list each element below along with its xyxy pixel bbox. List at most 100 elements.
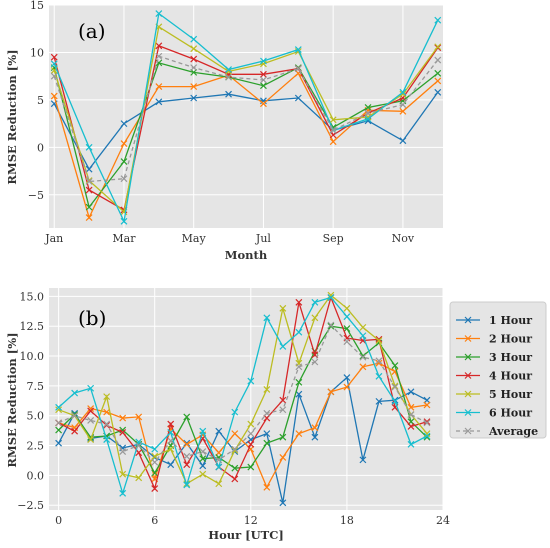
panel-b-data-point xyxy=(343,338,351,346)
panel-a-plot-area xyxy=(49,5,443,228)
panel-b-data-point xyxy=(391,397,399,405)
panel-b-data-point xyxy=(263,314,271,322)
panel-b-data-point xyxy=(359,352,367,360)
panel-b-data-point xyxy=(375,337,383,344)
panel-a-series-line-average xyxy=(53,55,439,183)
panel-a-data-point xyxy=(50,72,58,80)
panel-b-data-point xyxy=(87,436,95,444)
panel-b-data-point xyxy=(359,332,367,340)
panel-a-data-point xyxy=(399,88,407,96)
panel-b-gridlines xyxy=(49,288,444,510)
panel-b-data-point xyxy=(423,432,431,440)
panel-b-series-line-6-hour xyxy=(58,296,428,496)
panel-a-data-point xyxy=(260,82,267,90)
panel-b-data-point xyxy=(71,389,79,397)
panel-a-ytick-label: 5 xyxy=(37,94,44,107)
legend-label-1-hour: 1 Hour xyxy=(489,314,532,327)
legend-marker-average xyxy=(464,427,472,435)
panel-b-data-point xyxy=(103,436,111,444)
panel-b-ytick-label: 2.5 xyxy=(27,440,45,453)
panel-a-data-point xyxy=(434,43,442,51)
panel-b-data-point xyxy=(215,480,223,488)
panel-a-ytick-label: 15 xyxy=(30,0,44,12)
panel-a-series-line-1-hour xyxy=(53,91,439,171)
panel-a-series-6-hour xyxy=(50,10,442,225)
legend-marker-2-hour xyxy=(464,335,472,342)
panel-a-xtick-label: Sep xyxy=(323,232,344,245)
panel-b-data-point xyxy=(231,445,239,453)
panel-b-data-point xyxy=(407,388,415,396)
panel-b-data-point xyxy=(183,413,191,421)
panel-a-data-point xyxy=(260,76,267,84)
legend-marker-3-hour xyxy=(464,353,472,361)
panel-b-data-point xyxy=(167,428,175,436)
panel-b-data-point xyxy=(231,408,239,416)
panel-b-series-line-2-hour xyxy=(58,362,428,489)
panel-b-data-point xyxy=(103,420,111,428)
panel-b-series-layer xyxy=(55,291,431,507)
panel-b-data-point xyxy=(167,461,175,469)
panel-a-data-point xyxy=(190,35,198,43)
panel-b-data-point xyxy=(151,452,159,460)
panel-b-data-point xyxy=(183,461,191,469)
panel-a-xtick-label: Mar xyxy=(112,232,136,245)
panel-a-label: (a) xyxy=(78,19,106,43)
legend-item-4-hour: 4 Hour xyxy=(456,370,532,383)
panel-a-data-point xyxy=(434,16,442,24)
legend-item-2-hour: 2 Hour xyxy=(456,333,532,346)
panel-b-data-point xyxy=(327,321,335,329)
panel-a-data-point xyxy=(399,137,407,145)
panel-a-data-point xyxy=(329,138,337,146)
panel-b-data-point xyxy=(375,335,383,343)
panel-b-data-point xyxy=(311,298,319,306)
panel-b-data-point xyxy=(55,403,63,411)
panel-b-data-point xyxy=(183,452,191,460)
panel-b-data-point xyxy=(279,499,287,507)
panel-a-series-1-hour xyxy=(50,88,442,173)
panel-b-data-point xyxy=(263,386,271,393)
panel-b-data-point xyxy=(71,427,79,435)
panel-b-data-point xyxy=(247,463,255,471)
panel-b-data-point xyxy=(343,325,351,333)
panel-a-data-point xyxy=(364,104,372,111)
panel-a-data-point xyxy=(190,94,198,102)
panel-a-data-point xyxy=(120,140,128,147)
panel-b-data-point xyxy=(55,406,63,414)
panel-b-tick-labels: −2.5 0.0 2.5 5.0 7.5 10.0 12.5 15.0 0 6 12 18 24 xyxy=(17,290,450,527)
panel-a-series-line-3-hour xyxy=(53,62,439,209)
panel-b-data-point xyxy=(151,458,159,466)
legend-item-6-hour: 6 Hour xyxy=(456,407,532,420)
panel-b-data-point xyxy=(295,363,303,371)
panel-b-data-point xyxy=(279,433,287,441)
panel-a-data-point xyxy=(85,143,93,151)
panel-b-xtick-label: 0 xyxy=(55,514,62,527)
panel-a-chart: −5 0 5 10 15 Jan Mar May Jul Sep Nov (a) Month RMS… xyxy=(5,0,443,262)
panel-a-series-5-hour xyxy=(50,23,442,216)
panel-a-ytick-label: 10 xyxy=(30,46,44,59)
panel-a-data-point xyxy=(190,83,198,91)
panel-a-data-point xyxy=(85,203,93,211)
panel-a-xlabel: Month xyxy=(225,248,268,262)
panel-b-series-line-4-hour xyxy=(58,295,428,491)
panel-b-data-point xyxy=(87,384,95,392)
panel-b-data-point xyxy=(327,294,335,301)
panel-a-data-point xyxy=(85,177,93,184)
panel-b-data-point xyxy=(55,426,63,434)
panel-b-data-point xyxy=(231,475,239,483)
panel-b-data-point xyxy=(55,419,63,427)
panel-b-data-point xyxy=(167,445,175,453)
panel-b-data-point xyxy=(231,446,239,454)
panel-a-data-point xyxy=(155,52,163,60)
panel-b-data-point xyxy=(295,328,303,336)
panel-a-data-point xyxy=(399,107,407,115)
panel-b-data-point xyxy=(151,445,159,453)
panel-a-series-line-5-hour xyxy=(53,25,439,214)
panel-b-ytick-label: 10.0 xyxy=(20,350,45,363)
panel-b-data-point xyxy=(215,463,223,471)
legend-marker-1-hour xyxy=(464,316,472,324)
legend-marker-4-hour xyxy=(464,372,472,379)
panel-b-data-point xyxy=(119,470,127,478)
panel-a-data-point xyxy=(329,126,337,134)
panel-a-data-point xyxy=(294,94,302,102)
panel-b-data-point xyxy=(199,455,207,463)
